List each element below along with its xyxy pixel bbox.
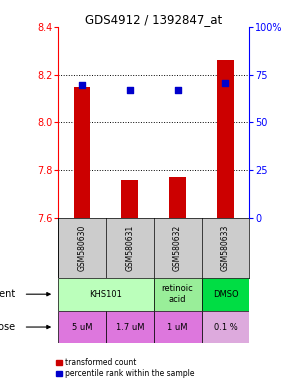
Point bbox=[79, 82, 84, 88]
Bar bbox=[74, 87, 90, 218]
Text: KHS101: KHS101 bbox=[89, 290, 122, 299]
Bar bbox=[169, 177, 186, 218]
Bar bbox=[58, 311, 106, 343]
Point bbox=[223, 80, 228, 86]
Text: GSM580631: GSM580631 bbox=[125, 225, 134, 271]
Text: 5 uM: 5 uM bbox=[72, 323, 92, 331]
Text: GSM580633: GSM580633 bbox=[221, 225, 230, 271]
Bar bbox=[202, 311, 249, 343]
Text: 1 uM: 1 uM bbox=[167, 323, 188, 331]
Bar bbox=[202, 278, 249, 311]
Point bbox=[175, 87, 180, 93]
Text: GSM580632: GSM580632 bbox=[173, 225, 182, 271]
Bar bbox=[58, 278, 154, 311]
Text: GSM580630: GSM580630 bbox=[77, 225, 86, 271]
Text: dose: dose bbox=[0, 322, 16, 332]
Point bbox=[127, 87, 132, 93]
Text: 1.7 uM: 1.7 uM bbox=[115, 323, 144, 331]
Legend: transformed count, percentile rank within the sample: transformed count, percentile rank withi… bbox=[56, 358, 195, 378]
Text: 0.1 %: 0.1 % bbox=[214, 323, 237, 331]
Title: GDS4912 / 1392847_at: GDS4912 / 1392847_at bbox=[85, 13, 222, 26]
Bar bbox=[122, 180, 138, 218]
Bar bbox=[217, 60, 234, 218]
Bar bbox=[154, 311, 202, 343]
Text: retinoic
acid: retinoic acid bbox=[162, 285, 193, 304]
Text: agent: agent bbox=[0, 289, 16, 299]
Bar bbox=[154, 278, 202, 311]
Bar bbox=[106, 311, 154, 343]
Text: DMSO: DMSO bbox=[213, 290, 238, 299]
